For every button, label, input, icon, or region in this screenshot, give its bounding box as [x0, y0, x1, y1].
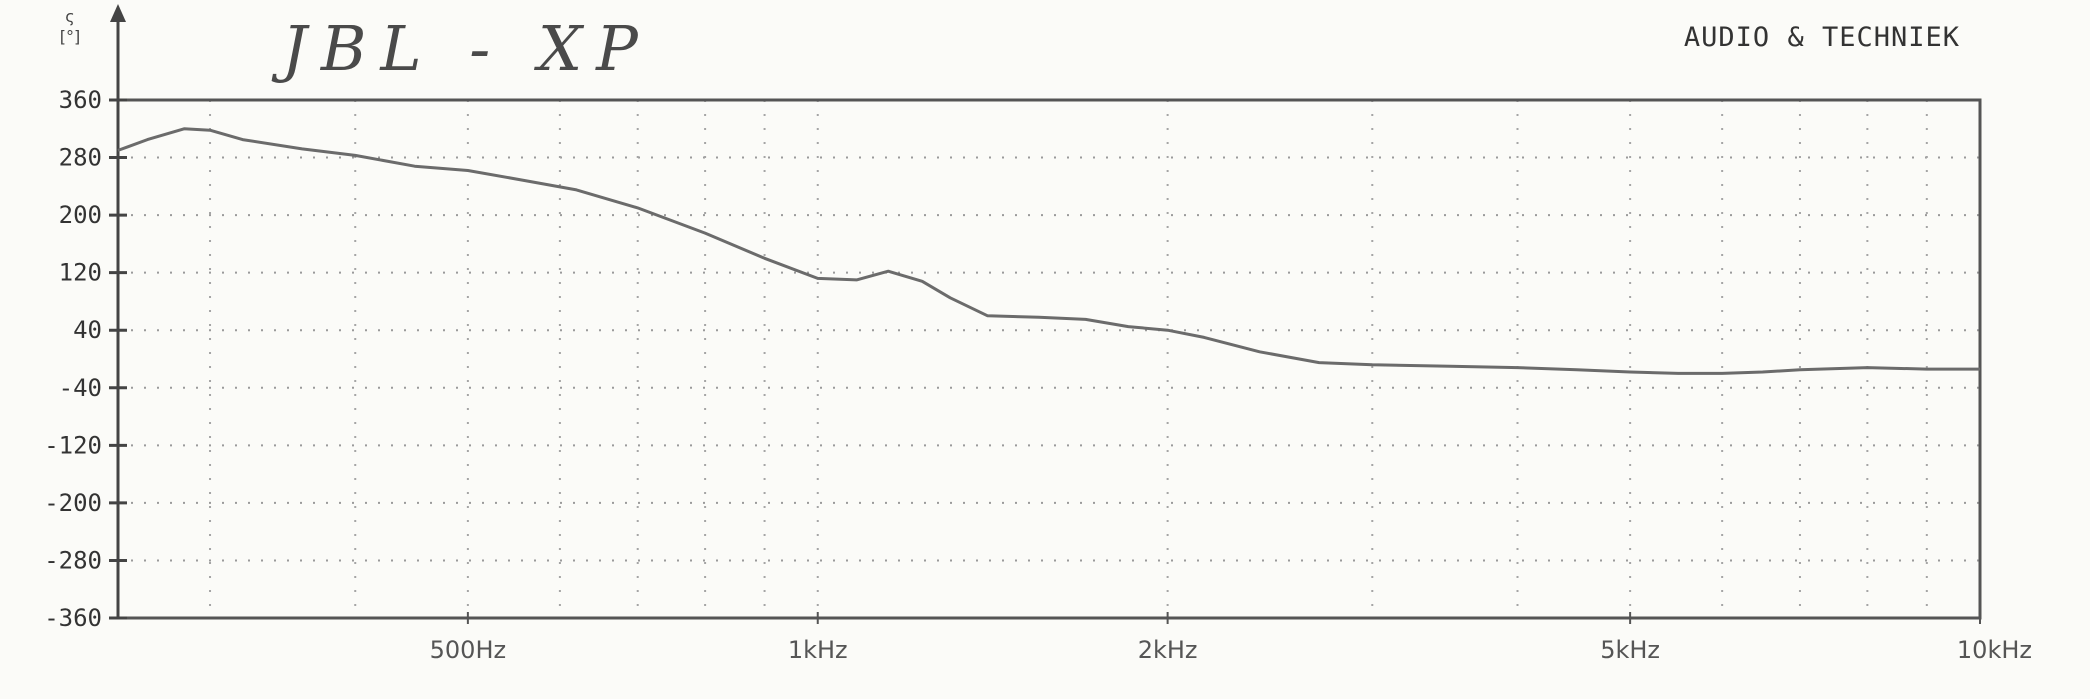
y-tick-label: 360 [59, 86, 102, 114]
grid-lines [118, 100, 1980, 618]
brand-label: AUDIO & TECHNIEK [1684, 22, 1960, 53]
y-tick-label: 120 [59, 259, 102, 287]
x-tick-label: 5kHz [1600, 636, 1660, 664]
x-tick-label: 500Hz [430, 636, 506, 664]
phase-series-line [117, 127, 1980, 375]
x-tick-label: 2kHz [1138, 636, 1198, 664]
y-unit-label-top: ς [65, 7, 74, 26]
y-tick-label: -280 [44, 546, 102, 574]
y-tick-label: -40 [59, 374, 102, 402]
x-axis-ticks: 500Hz 1kHz 2kHz 5kHz 10kHz [430, 612, 2032, 664]
y-tick-label: -120 [44, 431, 102, 459]
y-axis-ticks: 360 280 200 120 40 -40 -120 -200 -280 -360 [44, 86, 127, 632]
handwritten-note: JBL - XP [271, 12, 652, 85]
y-tick-label: -360 [44, 604, 102, 632]
x-tick-label: 1kHz [788, 636, 848, 664]
y-tick-label: 280 [59, 144, 102, 172]
y-axis-unit-label: [°] [60, 27, 80, 46]
x-tick-label: 10kHz [1957, 636, 2032, 664]
y-tick-label: -200 [44, 489, 102, 517]
plot-frame [116, 98, 1982, 620]
y-tick-label: 200 [59, 201, 102, 229]
y-tick-label: 40 [73, 316, 102, 344]
y-axis-arrow [110, 4, 126, 22]
